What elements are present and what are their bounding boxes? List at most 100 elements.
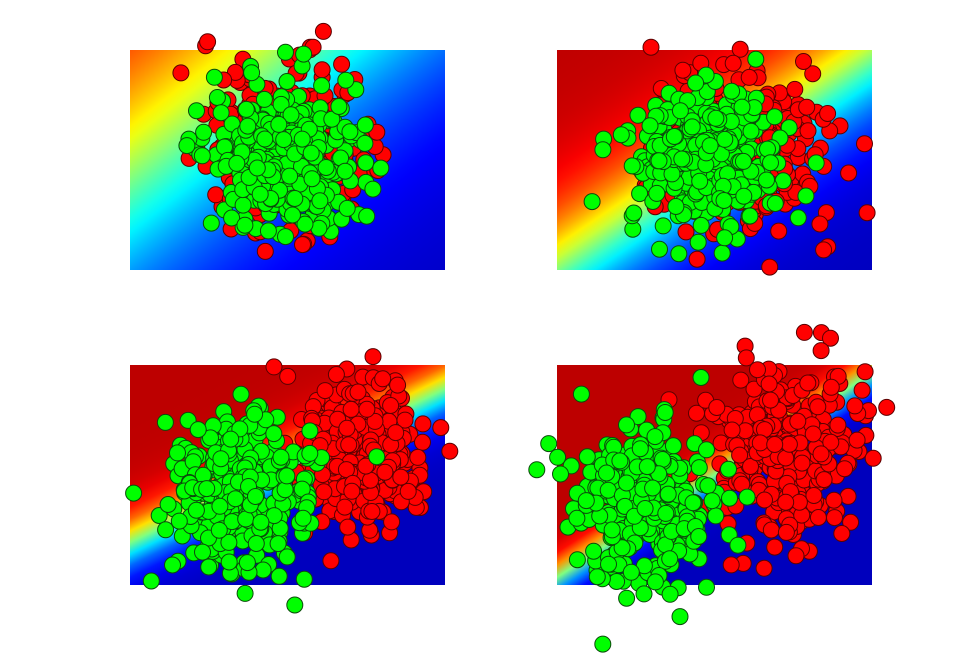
data-point [762, 154, 779, 172]
data-point [819, 105, 837, 122]
data-point [223, 209, 241, 227]
data-point [618, 589, 636, 607]
data-point [842, 513, 860, 531]
red-class-points [246, 348, 459, 570]
data-point [807, 154, 825, 172]
data-point [259, 222, 277, 240]
data-point [432, 419, 450, 437]
data-point [142, 572, 160, 590]
data-point [125, 484, 143, 502]
data-point [667, 198, 685, 215]
data-point [265, 425, 283, 443]
data-point [856, 135, 873, 153]
data-point [742, 458, 759, 475]
data-point [671, 608, 689, 626]
data-point [238, 554, 256, 572]
data-point [363, 503, 381, 520]
data-point [188, 102, 205, 120]
data-point [194, 543, 211, 561]
data-point [840, 164, 858, 182]
data-point [228, 154, 246, 172]
data-point [277, 228, 294, 246]
data-point [286, 596, 304, 614]
data-point [661, 585, 679, 603]
data-point [822, 329, 839, 347]
data-point [720, 460, 737, 478]
data-point [715, 192, 733, 209]
data-point [358, 400, 376, 418]
data-point [740, 68, 758, 86]
data-point [594, 141, 612, 159]
data-point [673, 150, 691, 168]
data-point [846, 397, 864, 415]
data-point [572, 385, 590, 403]
data-point [275, 131, 293, 149]
data-point [674, 61, 692, 79]
data-point [303, 170, 321, 188]
data-point [269, 535, 287, 553]
data-point [671, 102, 689, 120]
data-point [414, 415, 432, 433]
data-point [723, 421, 741, 439]
green-class-points [528, 369, 756, 653]
data-point [734, 152, 752, 170]
data-point [272, 448, 290, 466]
data-point [729, 536, 747, 554]
data-point [654, 451, 671, 468]
data-point [713, 244, 731, 262]
data-point [721, 489, 738, 507]
data-point [839, 487, 857, 505]
data-point [812, 342, 830, 360]
data-point [664, 437, 682, 455]
data-point [301, 444, 319, 462]
data-point [738, 488, 756, 506]
data-point [613, 539, 631, 557]
data-point [766, 538, 784, 556]
data-point [809, 509, 827, 526]
data-point [625, 204, 643, 222]
data-point [340, 436, 358, 454]
data-point [651, 240, 668, 258]
data-point [815, 471, 833, 489]
data-point [336, 162, 354, 180]
data-point [815, 241, 833, 259]
data-point [749, 361, 766, 379]
data-point [677, 223, 695, 241]
data-point [578, 448, 596, 466]
data-point [793, 454, 811, 472]
data-point [199, 33, 217, 51]
data-point [409, 448, 427, 466]
data-point [294, 236, 311, 254]
data-point [600, 555, 617, 573]
data-point [737, 349, 755, 367]
data-point [698, 441, 715, 459]
data-point [760, 375, 778, 393]
data-point [770, 222, 788, 240]
data-point [599, 481, 617, 499]
subplot-top-right [557, 38, 876, 276]
red-class-points [660, 323, 896, 577]
data-point [278, 73, 296, 90]
data-point [822, 433, 840, 451]
data-point [622, 563, 640, 581]
data-point [799, 374, 817, 392]
data-point [193, 147, 211, 165]
data-point [349, 383, 367, 401]
data-point [689, 233, 707, 251]
data-point [825, 491, 843, 509]
data-point [833, 525, 851, 542]
data-point [301, 422, 319, 440]
data-point [804, 425, 822, 443]
data-point [762, 521, 780, 539]
data-point [211, 497, 229, 515]
data-point [296, 215, 314, 233]
data-point [761, 258, 779, 276]
data-point [282, 106, 300, 124]
data-point [256, 242, 274, 260]
data-point [650, 152, 668, 170]
green-class-points [125, 385, 386, 614]
data-point [366, 412, 384, 430]
data-point [618, 474, 635, 492]
data-point [281, 167, 299, 185]
data-point [294, 509, 312, 527]
